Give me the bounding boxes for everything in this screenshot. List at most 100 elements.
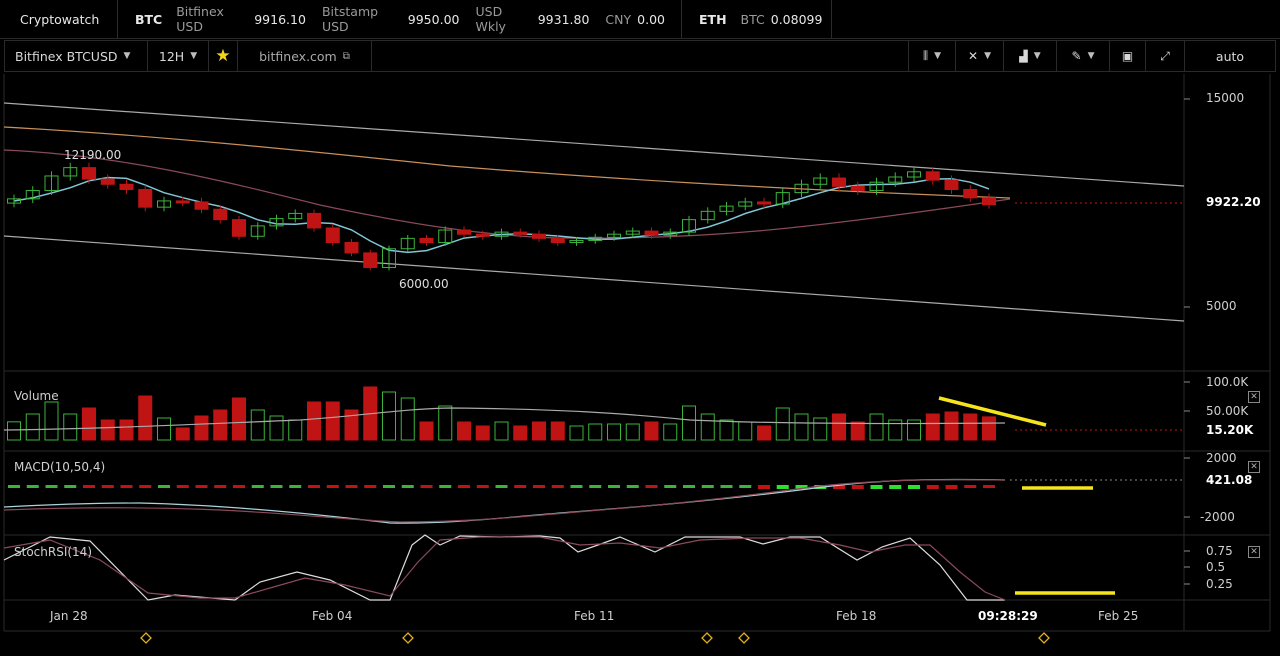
volume-bar [438, 405, 453, 441]
interval-selector[interactable]: 12H ▼ [148, 41, 209, 71]
volume-bar [82, 407, 96, 441]
candle [775, 192, 790, 205]
candle [719, 205, 734, 212]
volume-bar [194, 415, 209, 441]
candle [963, 188, 978, 199]
eth-ticker-group[interactable]: ETH BTC 0.08099 [682, 0, 832, 38]
volume-bar [925, 413, 940, 441]
volume-bar [832, 413, 846, 441]
candle [550, 237, 565, 244]
ticker-exchange: USD Wkly [475, 4, 506, 34]
ma-long-line [3, 126, 1011, 199]
close-volume-pane-icon[interactable]: ✕ [1248, 391, 1260, 403]
candle [232, 219, 246, 237]
volume-bar [888, 419, 903, 441]
close-macd-pane-icon[interactable]: ✕ [1248, 461, 1260, 473]
draw-button[interactable]: ✎ ▼ [1057, 41, 1110, 71]
candle [400, 237, 415, 250]
crosshair-button[interactable]: ✕ ▼ [956, 41, 1004, 71]
volume-bar [700, 413, 715, 441]
low-annotation: 6000.00 [399, 277, 449, 291]
macd-bar [214, 485, 227, 488]
volume-bar [269, 415, 284, 441]
chevron-down-icon: ▼ [123, 51, 131, 61]
candle [907, 171, 921, 178]
candle [44, 175, 59, 192]
volume-bar [307, 401, 321, 441]
macd-bar [589, 485, 602, 488]
btc-ticker-group[interactable]: BTC Bitfinex USD 9916.10 Bitstamp USD 99… [118, 0, 682, 38]
close-stochrsi-pane-icon[interactable]: ✕ [1248, 546, 1260, 558]
candle [888, 176, 903, 183]
candles-icon: ⫼ [923, 49, 929, 62]
macd-bar [739, 485, 752, 488]
macd-bar [758, 485, 770, 489]
volume-bar [963, 413, 978, 441]
volume-bar [757, 425, 771, 441]
macd-bar [439, 485, 452, 488]
chart-type-button[interactable]: ⫼ ▼ [908, 41, 956, 71]
macd-bar [833, 485, 845, 489]
screenshot-button[interactable]: ▣ [1110, 41, 1146, 71]
stoch-axis-label: 0.25 [1206, 577, 1233, 591]
candle [7, 198, 21, 204]
candle [269, 218, 284, 227]
macd-bar [26, 485, 39, 488]
indicators-button[interactable]: ▟ ▼ [1004, 41, 1057, 71]
high-annotation: 12190.00 [64, 148, 122, 162]
scale-auto-button[interactable]: auto [1185, 41, 1275, 71]
exchange-link[interactable]: bitfinex.com ⧉ [238, 41, 372, 71]
macd-bar [233, 485, 245, 488]
price-axis-label: 15000 [1206, 91, 1245, 105]
macd-bar [195, 485, 208, 488]
market-selector[interactable]: Bitfinex BTCUSD ▼ [5, 41, 148, 71]
time-axis-label: Feb 11 [574, 609, 615, 623]
macd-bar [776, 485, 789, 489]
macd-bar [926, 485, 939, 489]
time-axis-label: Feb 18 [836, 609, 877, 623]
candle [794, 183, 809, 194]
indicators-icon: ▟ [1019, 49, 1028, 63]
candle [869, 181, 884, 192]
macd-bar [289, 485, 302, 488]
ticker-exchange: BTC [740, 11, 765, 27]
crosshair-icon: ✕ [968, 49, 979, 63]
volume-axis-label: 50.00K [1206, 404, 1249, 418]
volume-bar [569, 425, 584, 441]
stochrsi-pane-title: StochRSI(14) [14, 545, 92, 559]
event-diamond-icon [738, 632, 750, 644]
ticker-price: 0.00 [637, 11, 665, 27]
macd-bar [308, 485, 320, 488]
volume-bar [607, 423, 621, 441]
app-name: Cryptowatch [20, 11, 100, 27]
ticker-exchange: Bitfinex USD [176, 4, 224, 34]
candle [457, 229, 471, 235]
volume-bar [400, 397, 415, 441]
macd-bar [8, 485, 20, 488]
volume-bar [157, 417, 171, 441]
ticker-price: 9916.10 [254, 11, 306, 27]
volume-axis-label: 100.0K [1206, 375, 1249, 389]
candle [832, 177, 846, 187]
volume-bar [100, 419, 115, 441]
event-diamond-icon [402, 632, 414, 644]
macd-bar [795, 485, 808, 489]
chevron-down-icon: ▼ [984, 51, 991, 61]
macd-bar [383, 485, 395, 488]
stoch-d-line [3, 536, 1006, 601]
auto-label: auto [1215, 48, 1245, 64]
fullscreen-button[interactable]: ⤢ [1146, 41, 1185, 71]
app-logo[interactable]: Cryptowatch [0, 0, 118, 38]
macd-bar [626, 485, 639, 488]
favorite-button[interactable]: ★ [209, 41, 238, 71]
candle [513, 231, 528, 235]
candle [494, 231, 509, 237]
macd-axis-label: 2000 [1206, 451, 1237, 465]
volume-pane-title: Volume [14, 389, 59, 403]
macd-axis-label: -2000 [1200, 510, 1235, 524]
chevron-down-icon: ▼ [1033, 51, 1041, 61]
macd-bar [83, 485, 95, 488]
volume-bar [982, 416, 996, 441]
ticker-exchange: Bitstamp USD [321, 4, 379, 34]
